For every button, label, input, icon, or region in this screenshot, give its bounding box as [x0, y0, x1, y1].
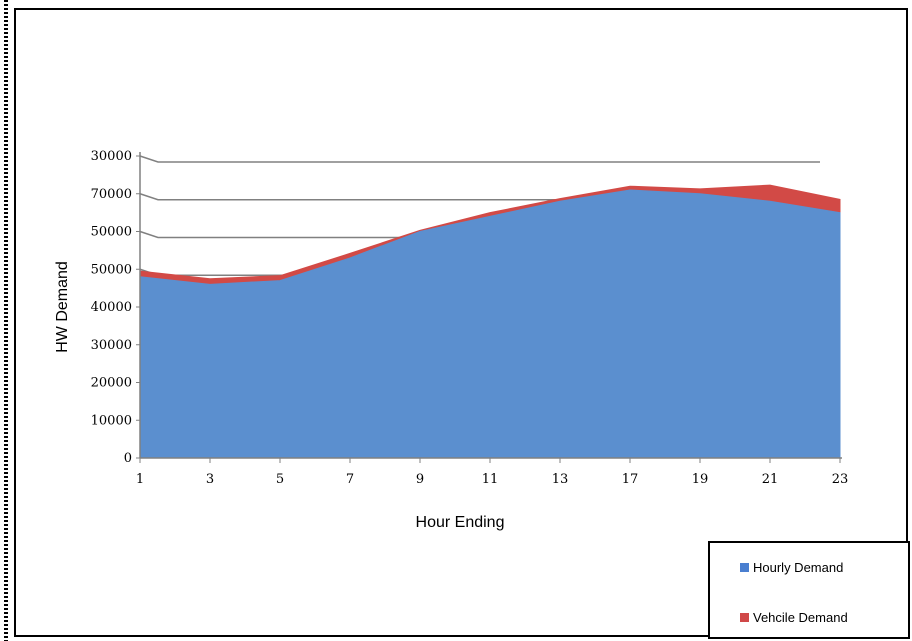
y-tick-label: 50000 — [91, 225, 132, 240]
legend-swatch-vehicle — [740, 613, 749, 622]
x-tick-label: 7 — [346, 472, 354, 487]
left-dotted-rule — [4, 0, 8, 641]
legend: Hourly Demand Vehcile Demand — [708, 541, 910, 639]
x-tick-label: 1 — [136, 472, 144, 487]
x-tick-labels: 1 3 5 7 9 11 13 17 19 21 23 — [136, 458, 848, 487]
x-tick-label: 5 — [276, 472, 284, 487]
legend-swatch-hourly — [740, 563, 749, 572]
x-tick-label: 23 — [832, 472, 849, 487]
x-tick-label: 9 — [416, 472, 424, 487]
x-tick-label: 13 — [552, 472, 569, 487]
x-tick-label: 19 — [692, 472, 709, 487]
y-tick-label: 30000 — [91, 149, 132, 164]
y-tick-label: 50000 — [91, 262, 132, 277]
y-tick-label: 0 — [124, 451, 132, 466]
gridline-80000 — [139, 155, 820, 163]
legend-item-vehicle: Vehcile Demand — [740, 610, 848, 625]
y-tick-label: 30000 — [91, 338, 132, 353]
legend-label-hourly: Hourly Demand — [753, 560, 844, 575]
legend-label-vehicle: Vehcile Demand — [753, 610, 848, 625]
areas — [139, 184, 841, 459]
legend-item-hourly: Hourly Demand — [740, 560, 843, 575]
x-tick-label: 21 — [762, 472, 779, 487]
axes — [139, 152, 842, 459]
y-tick-labels: 0 10000 20000 30000 40000 50000 50000 70000 3000… — [91, 149, 140, 466]
x-tick-label: 17 — [622, 472, 639, 487]
y-axis-title: HW Demand — [54, 261, 71, 353]
y-tick-label: 20000 — [91, 376, 132, 391]
x-axis-title: Hour Ending — [416, 514, 505, 531]
y-tick-label: 70000 — [91, 187, 132, 202]
x-tick-label: 11 — [482, 472, 499, 487]
y-tick-label: 10000 — [91, 413, 132, 428]
x-tick-label: 3 — [206, 472, 214, 487]
area-hourly-demand — [139, 189, 841, 459]
y-tick-label: 40000 — [91, 300, 132, 315]
